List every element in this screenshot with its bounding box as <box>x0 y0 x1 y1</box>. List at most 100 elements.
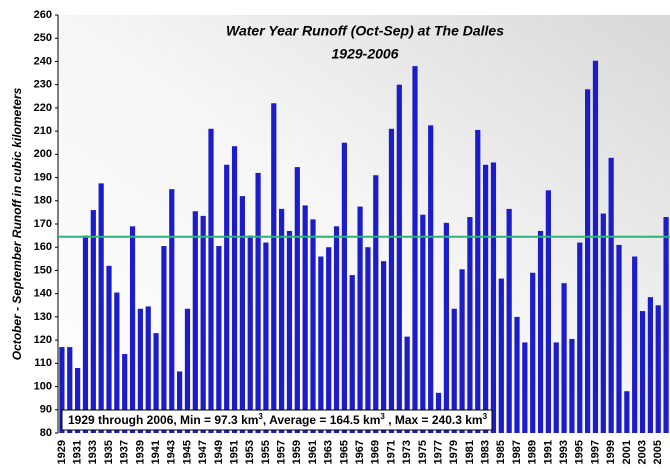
x-tick-label: 1943 <box>166 440 178 464</box>
bar <box>396 84 402 434</box>
bar <box>177 371 183 433</box>
bar <box>616 244 622 433</box>
x-tick-label: 1933 <box>87 440 99 464</box>
bar <box>161 246 167 433</box>
annotation-part: , Average = 164.5 km <box>263 413 381 427</box>
x-tick-label: 1971 <box>385 440 397 464</box>
x-tick-label: 1963 <box>323 440 335 464</box>
bar <box>451 308 457 433</box>
bar <box>114 292 120 433</box>
bar <box>145 306 151 433</box>
bar <box>200 215 206 433</box>
x-tick-label: 1967 <box>354 440 366 464</box>
bar <box>122 354 128 433</box>
x-tick-label: 1973 <box>401 440 413 464</box>
bar <box>286 230 293 433</box>
annotation-part: 1929 through 2006, Min = 97.3 km <box>68 413 258 427</box>
bar <box>67 347 73 433</box>
y-tick-label: 200 <box>34 148 52 160</box>
y-tick-label: 130 <box>34 311 52 323</box>
y-tick-label: 150 <box>34 264 52 276</box>
bar <box>585 89 591 434</box>
bar <box>577 242 583 433</box>
bar <box>545 190 551 433</box>
y-tick-label: 260 <box>34 9 52 21</box>
x-tick-label: 1945 <box>181 440 193 464</box>
y-tick-label: 250 <box>34 32 52 44</box>
bar <box>247 235 253 433</box>
bar <box>271 103 277 433</box>
y-tick-label: 220 <box>34 102 52 114</box>
bar <box>59 347 65 433</box>
bar <box>333 226 340 433</box>
bar <box>239 196 245 433</box>
bar <box>404 336 410 433</box>
annotation-part: 3 <box>380 412 385 421</box>
x-tick-label: 1999 <box>605 440 617 464</box>
bar <box>184 308 191 433</box>
x-tick-label: 1947 <box>197 440 209 464</box>
x-tick-label: 1931 <box>72 440 84 464</box>
bar <box>561 283 567 433</box>
bar <box>522 342 528 433</box>
bar <box>98 183 104 433</box>
y-tick-label: 80 <box>40 427 52 439</box>
x-tick-label: 1995 <box>574 440 586 464</box>
bar <box>255 172 261 433</box>
annotation-part: 3 <box>258 412 263 421</box>
bar <box>663 217 669 433</box>
plot-area <box>58 15 670 433</box>
x-tick-label: 1941 <box>150 440 162 464</box>
bar <box>192 211 198 433</box>
bar <box>263 242 269 433</box>
bar <box>373 175 379 433</box>
x-tick-label: 1977 <box>432 440 444 464</box>
bar <box>365 247 371 433</box>
x-tick-label: 1991 <box>542 440 554 464</box>
x-tick-label: 1949 <box>213 440 225 464</box>
y-tick-label: 140 <box>34 288 52 300</box>
bar <box>655 305 661 433</box>
x-tick-label: 2005 <box>652 440 664 464</box>
bar <box>310 219 316 433</box>
bar <box>467 217 473 433</box>
bar <box>483 164 489 434</box>
x-tick-label: 1993 <box>558 440 570 464</box>
bar <box>302 205 308 433</box>
y-tick-label: 90 <box>40 404 52 416</box>
bar <box>506 208 512 433</box>
bar <box>90 210 96 433</box>
bar <box>569 338 575 433</box>
x-tick-label: 1961 <box>307 440 319 464</box>
annotation-box <box>61 409 493 431</box>
x-tick-label: 1989 <box>527 440 539 464</box>
x-tick-label: 1979 <box>448 440 460 464</box>
bar <box>137 308 143 433</box>
annotation: 1929 through 2006, Min = 97.3 km3, Avera… <box>68 412 488 428</box>
bar <box>231 146 238 433</box>
x-tick-label: 2003 <box>636 440 648 464</box>
y-tick-label: 190 <box>34 171 52 183</box>
x-tick-label: 1955 <box>260 440 272 464</box>
bar <box>381 261 387 433</box>
annotation-part: , Max = 240.3 km <box>385 413 483 427</box>
bar <box>169 189 175 433</box>
bar <box>420 214 426 433</box>
x-tick-label: 2001 <box>621 440 633 464</box>
bar <box>553 342 559 433</box>
x-tick-label: 1985 <box>495 440 507 464</box>
x-tick-label: 1957 <box>276 440 288 464</box>
bar <box>490 162 497 433</box>
x-tick-label: 1969 <box>370 440 382 464</box>
chart-title: Water Year Runoff (Oct-Sep) at The Dalle… <box>226 23 504 39</box>
bar <box>600 213 606 433</box>
x-tick-label: 1939 <box>134 440 146 464</box>
bar <box>216 246 222 433</box>
bar <box>349 275 355 433</box>
bar <box>388 128 395 434</box>
x-tick-label: 1935 <box>103 440 115 464</box>
bar <box>624 391 630 433</box>
bar <box>459 269 465 433</box>
bar <box>106 265 112 433</box>
